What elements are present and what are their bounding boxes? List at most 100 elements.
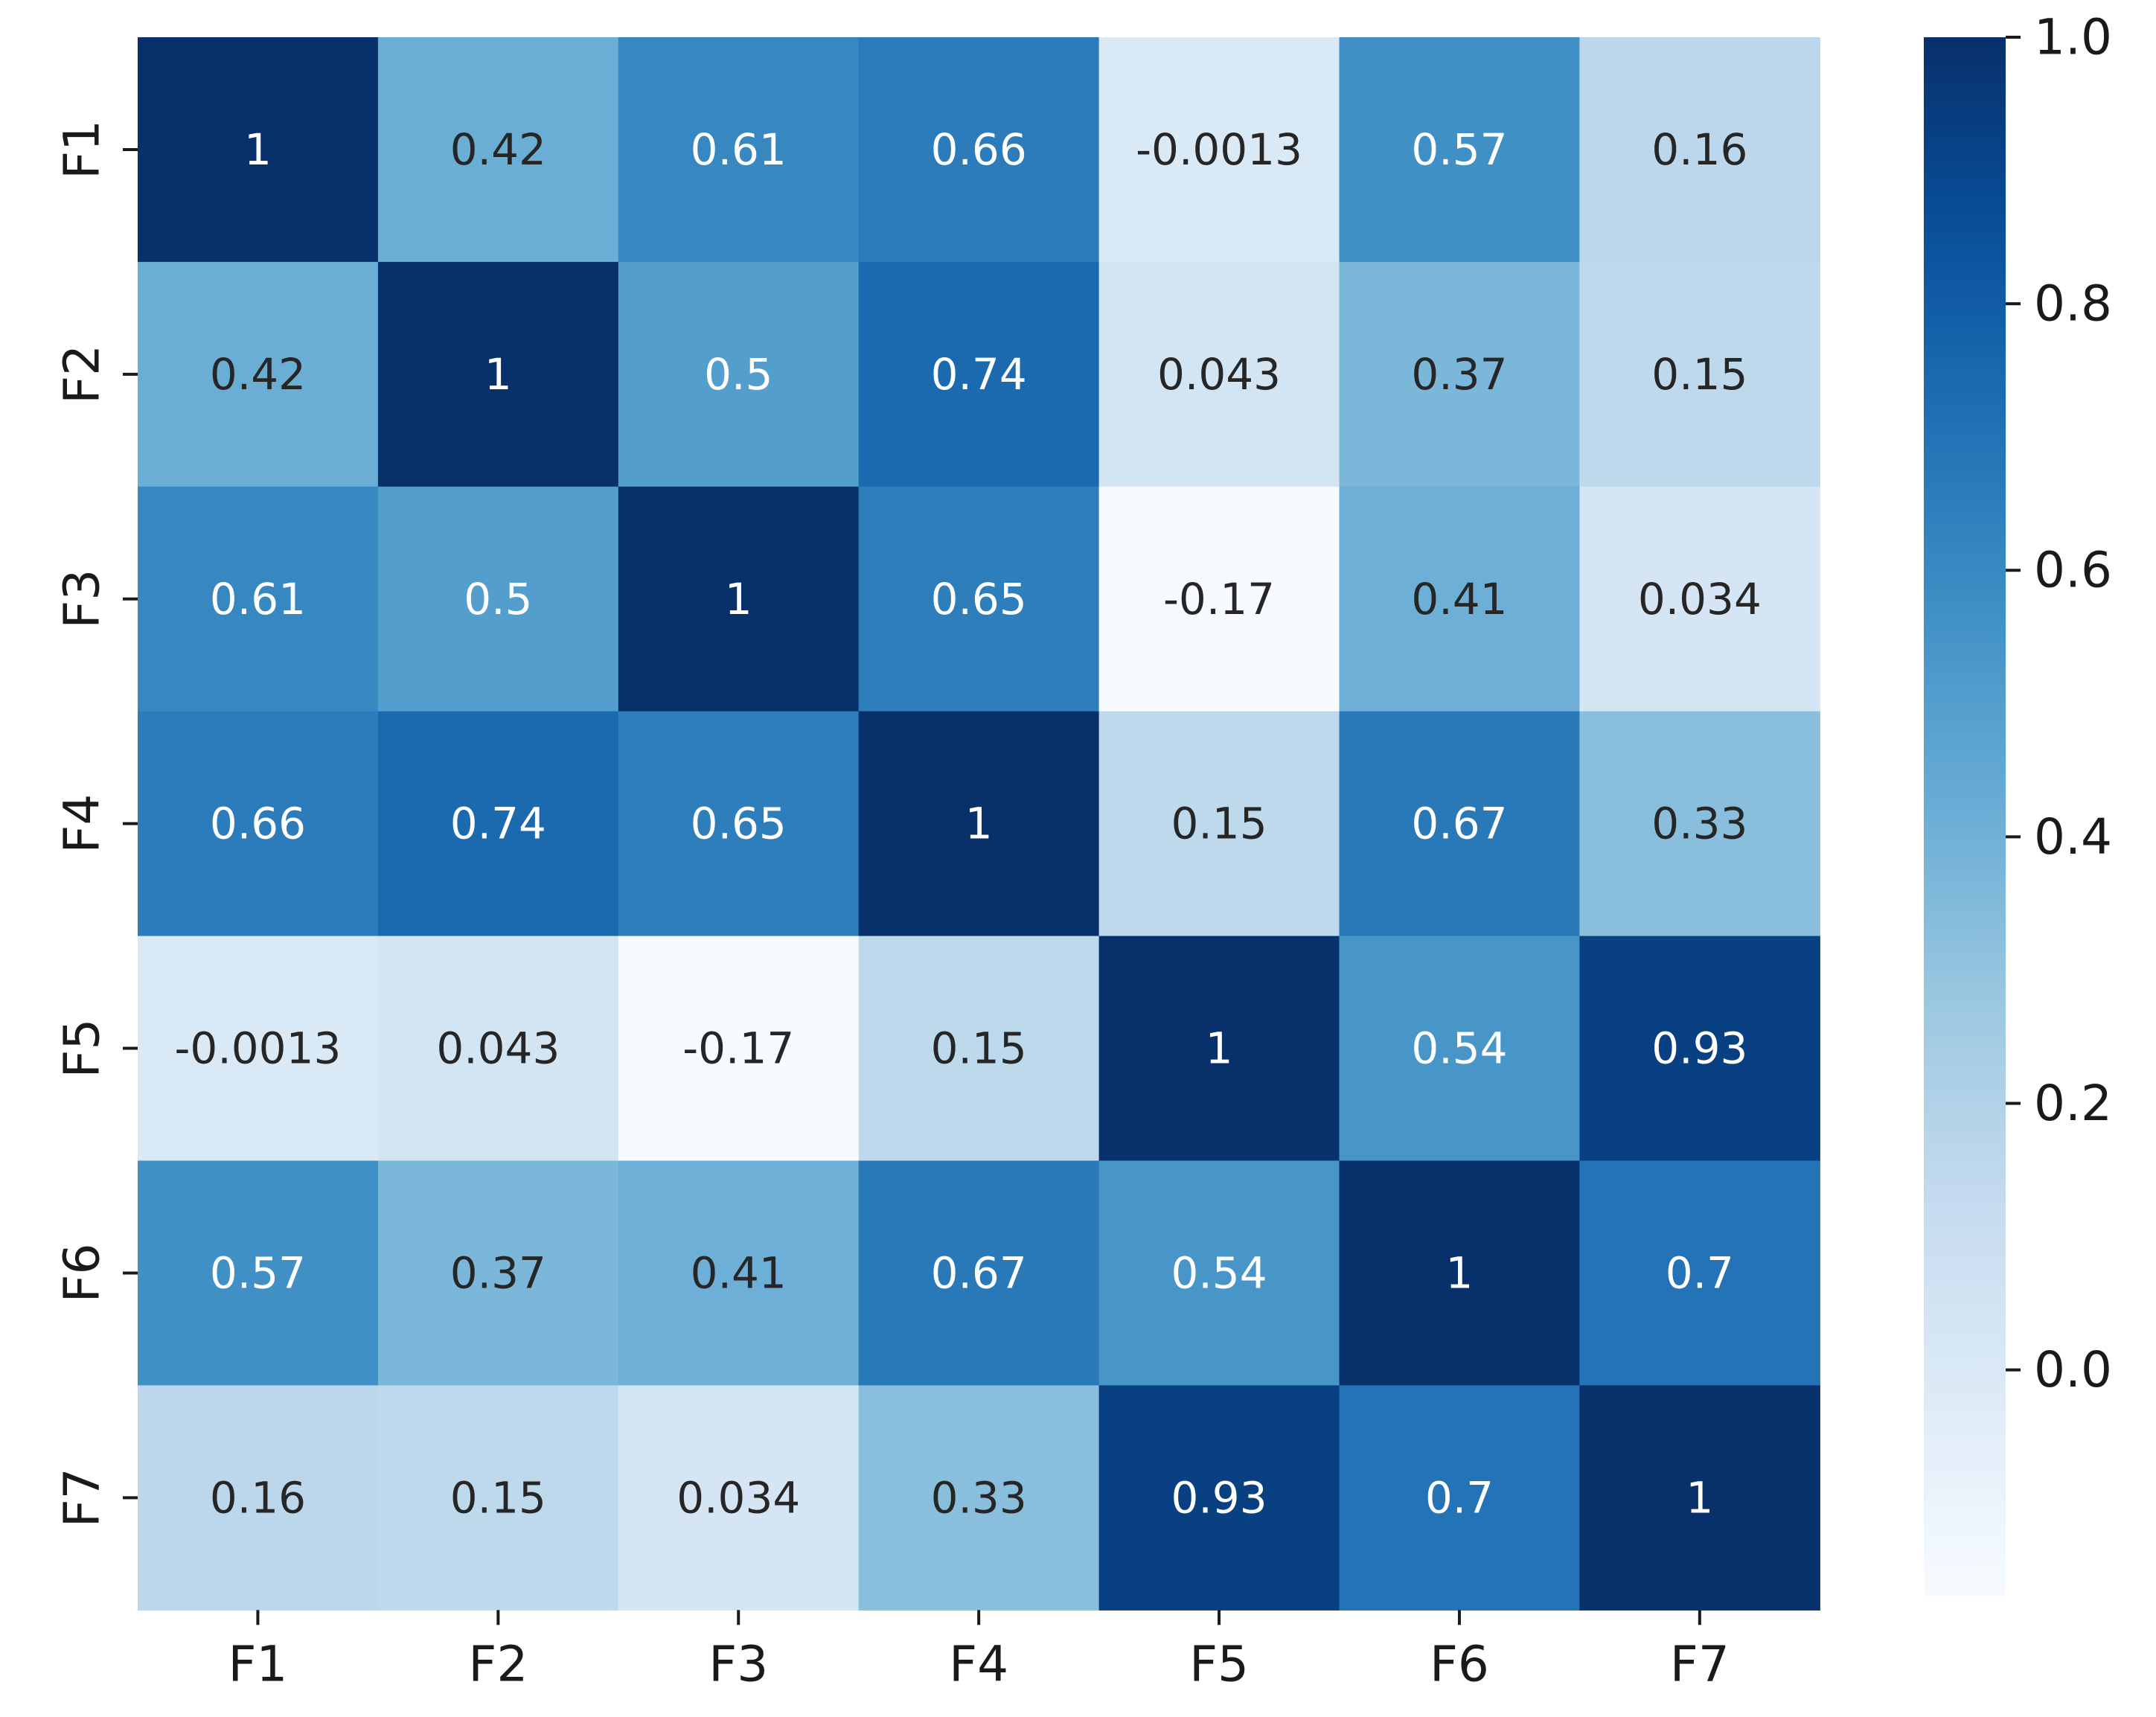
cell-value-label: 0.15	[931, 1023, 1027, 1074]
heatmap-cell	[377, 486, 619, 712]
cell-value-label: 0.41	[1411, 574, 1507, 624]
heatmap-cell	[1339, 711, 1580, 937]
heatmap-cell	[1098, 711, 1340, 937]
heatmap-cell	[138, 261, 379, 487]
cell-value-label: -0.0013	[1136, 124, 1302, 175]
cell-value-label: 0.67	[931, 1247, 1027, 1298]
heatmap-cell	[618, 1385, 860, 1611]
cell-value-label: 0.57	[210, 1247, 306, 1298]
heatmap-cell	[858, 261, 1100, 487]
cell-value-label: 0.37	[450, 1247, 546, 1298]
heatmap-cell	[1339, 486, 1580, 712]
heatmap-cell	[377, 1385, 619, 1611]
heatmap-cell	[1339, 1385, 1580, 1611]
heatmap-cell	[377, 711, 619, 937]
heatmap-cell	[858, 1160, 1100, 1386]
y-tick-label: F7	[54, 1468, 111, 1527]
cell-value-label: 0.15	[450, 1472, 546, 1523]
cell-value-label: 0.41	[691, 1247, 787, 1298]
cell-value-label: 1	[1686, 1472, 1713, 1523]
cell-value-label: 0.61	[210, 574, 306, 624]
heatmap-cell	[138, 37, 379, 263]
x-tick-label: F2	[468, 1635, 528, 1692]
y-tick-label: F3	[54, 569, 111, 629]
cell-value-label: 1	[1445, 1247, 1473, 1298]
cell-value-label: 0.16	[210, 1472, 306, 1523]
y-tick-label: F5	[54, 1019, 111, 1078]
heatmap-cell	[618, 486, 860, 712]
cell-value-label: 0.74	[931, 349, 1027, 400]
heatmap-cell	[618, 37, 860, 263]
heatmap-cell	[858, 37, 1100, 263]
cell-value-label: 1	[1206, 1023, 1233, 1074]
colorbar-tick-label: 0.8	[2034, 275, 2112, 333]
heatmap-cell	[858, 486, 1100, 712]
cell-value-label: 0.37	[1411, 349, 1507, 400]
heatmap-cell	[858, 1385, 1100, 1611]
heatmap-cell	[377, 1160, 619, 1386]
heatmap-cell	[1579, 1160, 1820, 1386]
colorbar-tick-label: 0.0	[2034, 1341, 2112, 1398]
cell-value-label: 0.16	[1651, 124, 1747, 175]
cell-value-label: 0.33	[1651, 799, 1747, 849]
cell-value-label: 0.33	[931, 1472, 1027, 1523]
colorbar-gradient	[1924, 37, 2006, 1596]
cell-value-label: 0.5	[464, 574, 532, 624]
cell-value-label: 0.42	[210, 349, 306, 400]
y-tick-label: F2	[54, 345, 111, 404]
heatmap-cell	[858, 711, 1100, 937]
x-tick-label: F6	[1430, 1635, 1489, 1692]
colorbar-tick-label: 0.6	[2034, 542, 2112, 599]
colorbar-tick-label: 0.2	[2034, 1075, 2112, 1132]
cell-value-label: 1	[725, 574, 752, 624]
heatmap-cell	[138, 711, 379, 937]
cell-value-label: 0.74	[450, 799, 546, 849]
heatmap-cell	[858, 936, 1100, 1162]
colorbar-tick-label: 1.0	[2034, 9, 2112, 66]
heatmap-cell	[138, 1160, 379, 1386]
cell-annotations: 1 0.42 0.61 0.66 -0.0013 0.57 0.16 0.42 1 0.5 0.74…	[175, 124, 1762, 1523]
y-tick-label: F6	[54, 1243, 111, 1302]
colorbar: 1.0 0.8 0.6 0.4 0.2 0.0	[1924, 9, 2112, 1596]
cell-value-label: 0.043	[1157, 349, 1281, 400]
x-tick-label: F7	[1670, 1635, 1730, 1692]
heatmap-cell	[138, 486, 379, 712]
x-tick-label: F5	[1189, 1635, 1249, 1692]
cell-value-label: 0.15	[1171, 799, 1267, 849]
cell-value-label: 0.93	[1651, 1023, 1747, 1074]
heatmap-cell	[1098, 1385, 1340, 1611]
heatmap-cell	[1579, 711, 1820, 937]
cell-value-label: 0.034	[676, 1472, 800, 1523]
cell-value-label: 0.65	[931, 574, 1027, 624]
heatmap-cell	[1579, 486, 1820, 712]
heatmap-cell	[618, 261, 860, 487]
heatmap-cell	[1579, 37, 1820, 263]
heatmap-cell	[1098, 486, 1340, 712]
cell-value-label: 0.42	[450, 124, 546, 175]
cell-value-label: 0.66	[210, 799, 306, 849]
heatmap-cell	[1098, 1160, 1340, 1386]
cell-value-label: 0.65	[691, 799, 787, 849]
cell-value-label: 0.034	[1638, 574, 1762, 624]
cell-value-label: 1	[244, 124, 272, 175]
x-tick-label: F4	[949, 1635, 1008, 1692]
cell-value-label: 0.15	[1651, 349, 1747, 400]
y-tick-label: F1	[54, 120, 111, 179]
heatmap-cell	[377, 261, 619, 487]
cell-value-label: 1	[484, 349, 512, 400]
cell-value-label: 0.5	[704, 349, 772, 400]
cell-value-label: 0.54	[1411, 1023, 1507, 1074]
heatmap-cell	[1098, 37, 1340, 263]
cell-value-label: 0.61	[691, 124, 787, 175]
heatmap-cell	[618, 936, 860, 1162]
heatmap-cell	[377, 37, 619, 263]
y-tick-label: F4	[54, 794, 111, 854]
cell-value-label: -0.0013	[175, 1023, 342, 1074]
cell-value-label: 0.043	[436, 1023, 560, 1074]
y-axis: F1 F2 F3 F4 F5 F6 F7	[54, 120, 138, 1527]
heatmap-cell	[1339, 936, 1580, 1162]
cell-value-label: 0.67	[1411, 799, 1507, 849]
x-axis: F1 F2 F3 F4 F5 F6 F7	[228, 1610, 1730, 1692]
cell-value-label: 1	[965, 799, 993, 849]
